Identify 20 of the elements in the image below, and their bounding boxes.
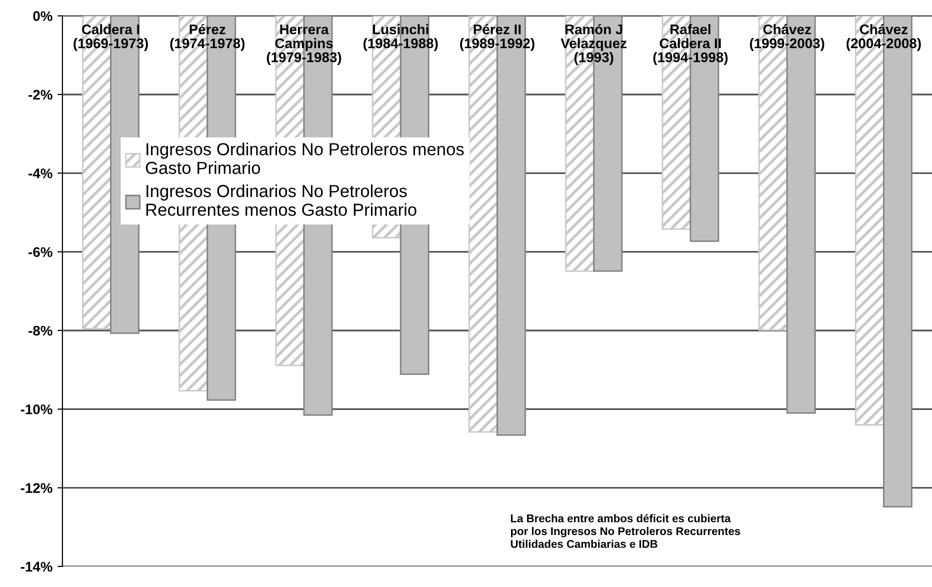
y-tick-label: -8%	[28, 326, 52, 336]
y-tick-label: -12%	[20, 483, 52, 493]
x-tick-label: Chávez (1999-2003)	[750, 24, 824, 52]
x-tick-label: Ramón J Velazquez (1993)	[560, 24, 627, 65]
x-tick-label: Pérez (1974-1978)	[170, 24, 245, 52]
legend-label: Ingresos Ordinarios No Petroleros menos Gasto Primario	[146, 142, 464, 174]
y-tick-label: -14%	[20, 562, 52, 572]
x-tick-label: Herrera Campins (1979-1983)	[266, 24, 342, 65]
y-tick-label: 0%	[33, 11, 52, 22]
x-tick-label: Pérez II (1989-1992)	[460, 24, 534, 52]
y-tick-label: -6%	[28, 247, 52, 257]
x-tick-label: Lusinchi (1984-1988)	[363, 24, 438, 52]
x-tick-label: Rafael Caldera II (1994-1998)	[653, 24, 728, 65]
x-tick-label: Caldera I (1969-1973)	[74, 24, 148, 52]
y-tick-label: -4%	[28, 168, 52, 178]
annotation: La Brecha entre ambos déficit es cubierta por los Ingresos No Petroleros Recurrentes Utilidades Cambiarias e IDB	[510, 514, 740, 548]
y-tick-label: -2%	[28, 90, 52, 100]
legend-label: Ingresos Ordinarios No Petroleros Recurrentes menos Gasto Primario	[146, 184, 416, 216]
y-tick-label: -10%	[20, 404, 52, 414]
x-tick-label: Chávez (2004-2008)	[846, 24, 921, 52]
